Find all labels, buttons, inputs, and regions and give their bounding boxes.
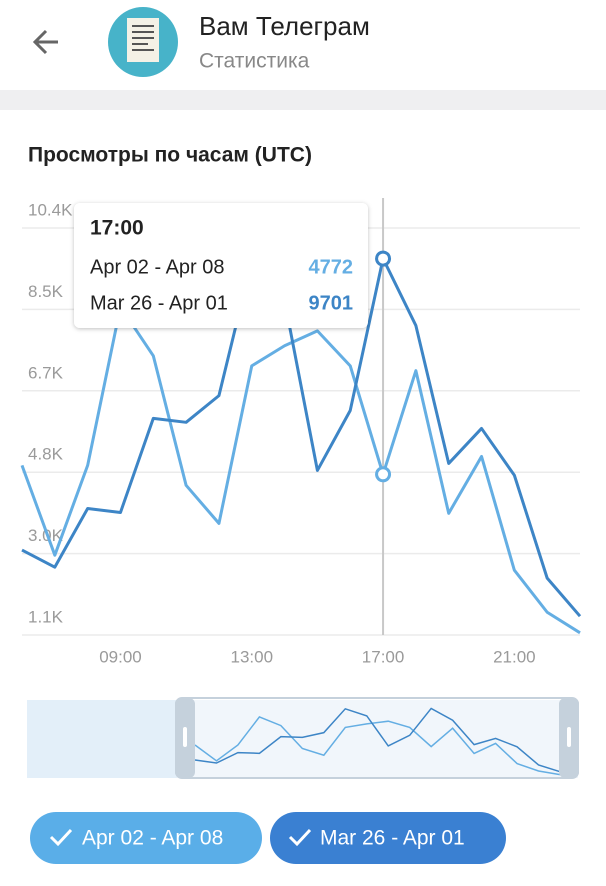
chat-title: Вам Телеграм (199, 11, 370, 41)
navigator-shade (27, 700, 177, 778)
y-tick-label: 6.7K (28, 363, 64, 382)
series-line (20, 305, 581, 635)
tooltip-title: 17:00 (90, 217, 144, 240)
toggle-1[interactable]: Mar 26 - Apr 01 (270, 812, 506, 864)
check-icon (288, 828, 312, 847)
toggle-bg (270, 812, 506, 864)
toggle-bg (30, 812, 262, 864)
navigator-window[interactable] (175, 697, 579, 779)
highlight-point (375, 466, 392, 483)
tooltip-value: 9701 (309, 292, 354, 314)
x-tick-label: 21:00 (493, 647, 536, 666)
highlight-point (375, 250, 392, 267)
toggle-0[interactable]: Apr 02 - Apr 08 (30, 812, 262, 864)
navigator-line (194, 716, 561, 776)
chat-subtitle: Статистика (199, 50, 310, 73)
tooltip-series-name: Mar 26 - Apr 01 (90, 292, 228, 314)
separator (0, 90, 606, 110)
handle-grip (183, 727, 187, 747)
handle-grip (567, 727, 571, 747)
series-line (21, 257, 582, 618)
navigator[interactable] (27, 700, 578, 778)
y-tick-label: 4.8K (28, 445, 64, 464)
toggle-label: Mar 26 - Apr 01 (320, 827, 465, 850)
x-tick-label: 09:00 (99, 647, 142, 666)
y-tick-label: 10.4K (28, 200, 73, 219)
y-tick-label: 1.1K (28, 607, 64, 626)
avatar-lines (132, 25, 154, 51)
header-bar (0, 0, 606, 90)
y-tick-label: 3.0K (28, 526, 64, 545)
navigator-line (194, 707, 561, 773)
toggle-label: Apr 02 - Apr 08 (82, 827, 223, 850)
x-tick-label: 13:00 (230, 647, 273, 666)
tooltip: 17:00 Apr 02 - Apr 08 4772 Mar 26 - Apr … (74, 203, 368, 328)
tooltip-value: 4772 (309, 256, 354, 278)
y-tick-label: 8.5K (28, 282, 64, 301)
x-tick-label: 17:00 (362, 647, 405, 666)
chart-title: Просмотры по часам (UTC) (28, 144, 312, 167)
avatar-paper (127, 18, 159, 62)
tooltip-series-name: Apr 02 - Apr 08 (90, 256, 225, 278)
back-button[interactable] (32, 29, 58, 55)
tooltip-box (74, 203, 368, 328)
check-icon (49, 828, 73, 847)
